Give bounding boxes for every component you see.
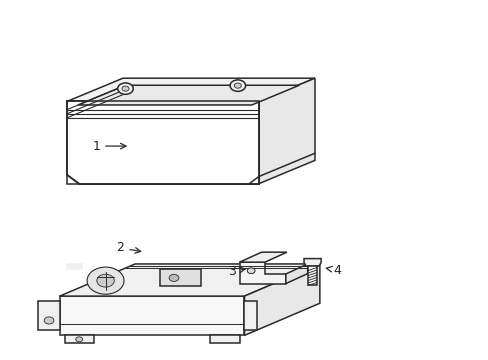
Polygon shape [67,102,259,184]
Polygon shape [60,264,319,296]
Polygon shape [259,78,314,184]
Circle shape [169,274,179,282]
Circle shape [118,83,133,94]
Circle shape [97,274,114,287]
Circle shape [87,267,124,294]
Polygon shape [239,252,286,262]
Polygon shape [67,102,259,184]
Polygon shape [60,296,244,336]
Circle shape [229,80,245,91]
Polygon shape [38,301,60,330]
Polygon shape [67,78,314,102]
Polygon shape [78,85,299,105]
Circle shape [247,268,255,274]
Polygon shape [244,264,319,336]
Circle shape [122,86,129,91]
Polygon shape [307,266,316,285]
Polygon shape [285,264,307,284]
Polygon shape [304,258,321,266]
Polygon shape [210,336,239,343]
Polygon shape [67,264,82,269]
Polygon shape [239,262,285,284]
Circle shape [76,337,82,342]
Polygon shape [159,269,201,287]
Text: 3: 3 [228,265,245,278]
Polygon shape [64,336,94,343]
Text: 1: 1 [92,140,126,153]
Text: 2: 2 [116,241,141,255]
Circle shape [44,317,54,324]
Polygon shape [244,301,256,330]
Circle shape [234,83,241,88]
Text: 4: 4 [325,264,340,276]
